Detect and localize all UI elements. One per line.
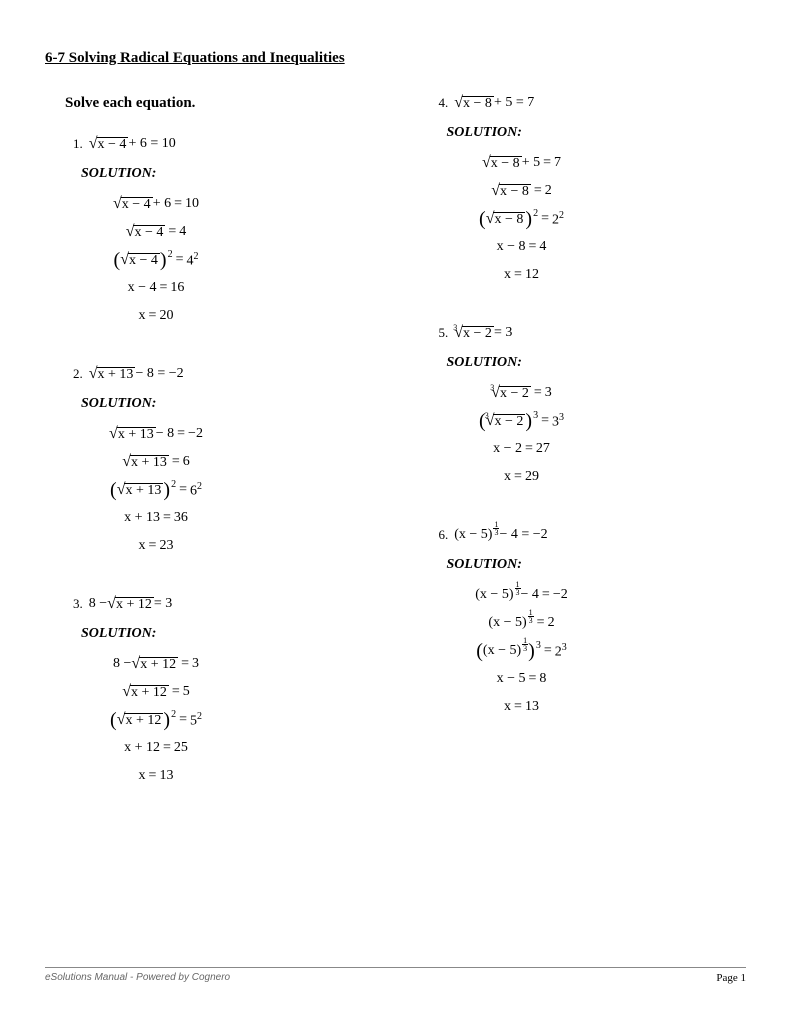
problem-statement: 2. √x + 13 − 8 = −2 [73,366,381,382]
step: √x + 12=5 [81,678,231,706]
problem-statement: 6. (x − 5)13 − 4 = −2 [439,527,747,543]
step: √x − 8 + 5=7 [447,149,597,177]
step: x − 2=27 [447,435,597,463]
problem-number: 5. [439,325,449,341]
problem-1: 1. √x − 4 + 6 = 10 SOLUTION: √x − 4 + 6=… [73,136,381,330]
problem-number: 2. [73,366,83,382]
step: x − 5=8 [447,665,597,693]
step: x=13 [447,693,597,721]
equation-tail: + 5 = 7 [494,95,534,111]
equation-tail: + 6 = 10 [128,136,175,152]
step: (√x − 8)2=22 [447,205,597,233]
step: √x + 13=6 [81,448,231,476]
step: (√x − 4)2=42 [81,246,231,274]
solution-steps: 3√x − 2=3 (3√x − 2)3=33 x − 2=27 x=29 [447,379,747,491]
content-area: Solve each equation. 1. √x − 4 + 6 = 10 … [45,95,746,826]
step: (x − 5)13=2 [447,609,597,637]
equation-pre: 8 − [89,596,107,612]
equation-tail: = 3 [494,325,512,341]
equation-tail: − 8 = −2 [135,366,183,382]
sqrt-icon: √x + 12 [107,597,154,612]
step: (x − 5)13 − 4=−2 [447,581,597,609]
problem-statement: 5. 3√x − 2 = 3 [439,325,747,341]
step: x − 8=4 [447,233,597,261]
problem-number: 4. [439,95,449,111]
equation-tail: − 4 = −2 [499,527,547,543]
page-number: Page 1 [716,972,746,984]
problem-statement: 1. √x − 4 + 6 = 10 [73,136,381,152]
step: ((x − 5)13)3=23 [447,637,597,665]
page-title: 6-7 Solving Radical Equations and Inequa… [45,50,746,67]
step: x − 4=16 [81,274,231,302]
footer-left-text: eSolutions Manual - Powered by Cognero [45,972,230,984]
solution-steps: 8 − √x + 12=3 √x + 12=5 (√x + 12)2=52 x … [81,650,381,790]
solution-label: SOLUTION: [447,557,747,573]
problem-statement: 4. √x − 8 + 5 = 7 [439,95,747,111]
problem-3: 3. 8 − √x + 12 = 3 SOLUTION: 8 − √x + 12… [73,596,381,790]
solution-steps: (x − 5)13 − 4=−2 (x − 5)13=2 ((x − 5)13)… [447,581,747,721]
step: 8 − √x + 12=3 [81,650,231,678]
step: √x − 4=4 [81,218,231,246]
problem-6: 6. (x − 5)13 − 4 = −2 SOLUTION: (x − 5)1… [439,527,747,721]
solution-steps: √x + 13 − 8=−2 √x + 13=6 (√x + 13)2=62 x… [81,420,381,560]
solution-label: SOLUTION: [81,396,381,412]
solution-label: SOLUTION: [447,355,747,371]
equation-tail: = 3 [154,596,172,612]
solution-steps: √x − 4 + 6=10 √x − 4=4 (√x − 4)2=42 x − … [81,190,381,330]
solution-label: SOLUTION: [81,626,381,642]
step: x=29 [447,463,597,491]
problem-statement: 3. 8 − √x + 12 = 3 [73,596,381,612]
solution-label: SOLUTION: [81,166,381,182]
left-column: Solve each equation. 1. √x − 4 + 6 = 10 … [45,95,381,826]
step: x=12 [447,261,597,289]
step: x=23 [81,532,231,560]
step: √x + 13 − 8=−2 [81,420,231,448]
right-column: 4. √x − 8 + 5 = 7 SOLUTION: √x − 8 + 5=7… [411,95,747,826]
step: x=20 [81,302,231,330]
sqrt-icon: √x − 8 [454,96,494,111]
instruction-text: Solve each equation. [65,95,381,112]
step: x=13 [81,762,231,790]
step: 3√x − 2=3 [447,379,597,407]
problem-number: 6. [439,527,449,543]
step: (√x + 13)2=62 [81,476,231,504]
sqrt-icon: √x − 4 [89,137,129,152]
cuberoot-icon: 3√x − 2 [454,326,494,341]
problem-4: 4. √x − 8 + 5 = 7 SOLUTION: √x − 8 + 5=7… [439,95,747,289]
problem-number: 3. [73,596,83,612]
step: x + 13=36 [81,504,231,532]
solution-label: SOLUTION: [447,125,747,141]
step: √x − 8=2 [447,177,597,205]
problem-5: 5. 3√x − 2 = 3 SOLUTION: 3√x − 2=3 (3√x … [439,325,747,491]
problem-number: 1. [73,136,83,152]
step: (√x + 12)2=52 [81,706,231,734]
step: √x − 4 + 6=10 [81,190,231,218]
page-footer: eSolutions Manual - Powered by Cognero P… [45,967,746,984]
sqrt-icon: √x + 13 [89,367,136,382]
step: x + 12=25 [81,734,231,762]
problem-2: 2. √x + 13 − 8 = −2 SOLUTION: √x + 13 − … [73,366,381,560]
solution-steps: √x − 8 + 5=7 √x − 8=2 (√x − 8)2=22 x − 8… [447,149,747,289]
step: (3√x − 2)3=33 [447,407,597,435]
